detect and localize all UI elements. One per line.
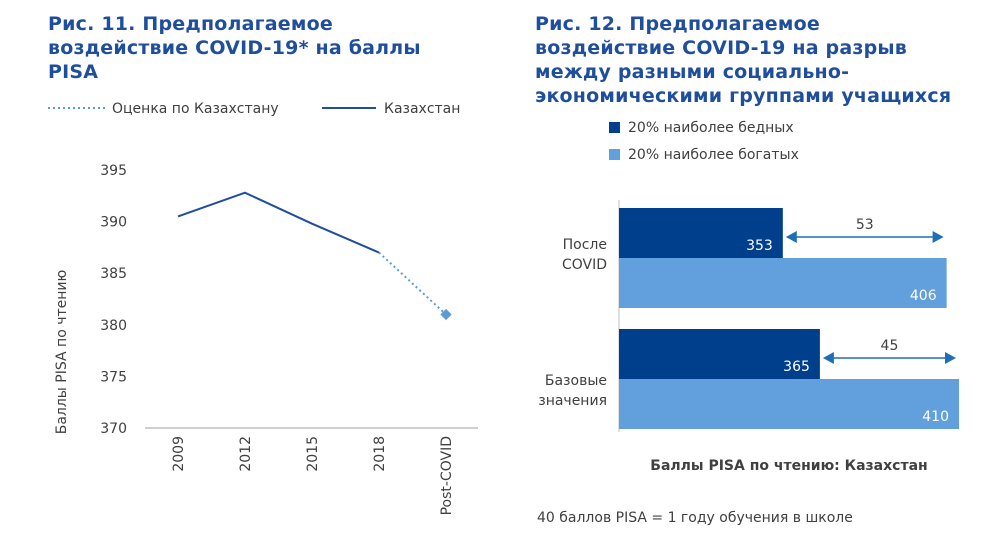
y-tick-label: 385 [100,266,127,282]
fig11-legend: Оценка по Казахстану Казахстан [48,101,460,117]
legend-swatch-richest [609,149,620,160]
fig12-title: Рис. 12. Предполагаемое воздействие COVI… [535,13,952,107]
y-tick-label: 375 [100,369,127,385]
fig11-line-chart: Оценка по Казахстану Казахстан 3953903853… [48,101,478,515]
gap-arrow-head-right [932,231,944,243]
category-label-line1: После [563,237,607,253]
x-tick-label: 2012 [238,436,254,472]
post-covid-estimate-marker [440,308,452,321]
x-tick-label: 2009 [171,436,187,472]
fig11-axes: 395 390 385 380 375 370 Баллы PISA по чтению 20… [54,163,478,515]
bar-poorest [619,329,820,379]
bar-value-label: 406 [910,288,937,304]
y-tick-label: 380 [100,318,127,334]
x-tick-label: 2015 [305,436,321,472]
gap-value-label: 53 [856,217,874,233]
gap-arrow-head-right [945,352,956,364]
legend-label-estimate: Оценка по Казахстану [112,101,279,117]
y-tick-label: 370 [100,421,127,437]
fig12-legend: 20% наиболее бедных 20% наиболее богатых [609,120,799,163]
fig11-title: Рис. 11. Предполагаемое воздействие COVI… [48,13,421,83]
bar-poorest [619,208,783,258]
legend-label-richest: 20% наиболее богатых [628,147,799,163]
bar-richest [619,379,959,429]
y-tick-label: 395 [100,163,127,179]
y-axis-label: Баллы PISA по чтению [54,269,70,434]
bar-richest [619,258,947,308]
category-label-line2: COVID [562,257,607,273]
x-axis-label: Баллы PISA по чтению: Казахстан [650,458,927,474]
gap-arrow-head-left [822,352,834,364]
category-label-line1: Базовые [545,373,607,389]
legend-label-poorest: 20% наиболее бедных [628,120,794,136]
series-line-estimate [378,251,447,316]
gap-arrow-head-left [785,231,797,243]
category-label-line2: значения [538,393,607,409]
x-tick-label: 2018 [372,436,388,472]
legend-swatch-poorest [609,122,620,133]
y-tick-label: 390 [100,215,127,231]
fig11-series [177,191,452,321]
fig12-bars [618,200,959,432]
gap-value-label: 45 [881,338,899,354]
bar-value-label: 365 [783,359,810,375]
footnote: 40 баллов PISA = 1 году обучения в школе [537,510,853,526]
bar-value-label: 410 [922,409,949,425]
fig12-labels: 353 406 53 После COVID 365 410 45 Базовые значени… [537,217,956,526]
series-line-kazakhstan [177,191,380,254]
legend-label-kazakhstan: Казахстан [384,101,460,117]
x-tick-label: Post-COVID [439,436,455,515]
bar-value-label: 353 [746,238,773,254]
